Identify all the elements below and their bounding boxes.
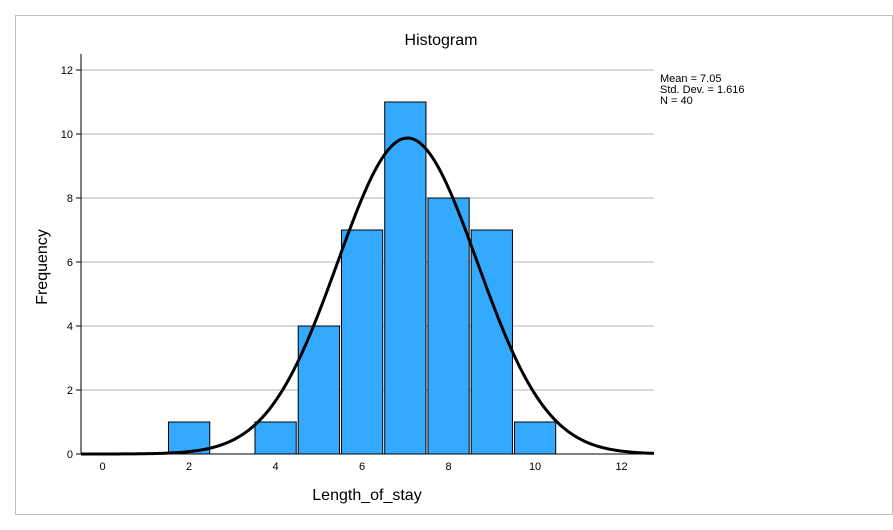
x-tick-label: 4 [273,461,279,473]
histogram-bar [297,325,340,455]
bars [167,101,557,455]
histogram-chart: 0 2 4 6 8 10 12 0 2 4 6 8 10 12 Histogram Length_of_s… [34,32,745,504]
histogram-bar [427,197,470,455]
chart-frame: 0 2 4 6 8 10 12 0 2 4 6 8 10 12 Histogram Length_of_s… [15,15,893,515]
x-tick-label: 8 [446,461,452,473]
y-tick-label: 6 [67,257,73,269]
x-tick-label: 0 [100,461,106,473]
normal-curve [81,136,655,456]
axes [80,54,654,455]
stat-n: N = 40 [660,95,693,107]
y-tick-label: 2 [67,385,73,397]
histogram-bar [340,229,384,455]
y-tick-label: 8 [67,193,73,205]
x-tick-label: 10 [529,461,541,473]
x-tick-label: 2 [186,461,192,473]
stat-mean: Mean = 7.05 [660,73,721,85]
histogram-bar [254,421,297,455]
chart-title: Histogram [405,32,478,49]
y-tick-label: 0 [67,449,73,461]
histogram-bar [384,101,427,455]
x-axis-label: Length_of_stay [312,487,421,504]
y-tick-label: 12 [61,65,73,77]
y-axis-label: Frequency [34,229,51,305]
tick-labels: 0 2 4 6 8 10 12 0 2 4 6 8 10 12 [61,65,628,473]
x-tick-label: 6 [359,461,365,473]
histogram-bar [513,421,557,455]
y-tick-label: 4 [67,321,73,333]
x-tick-label: 12 [615,461,627,473]
y-tick-label: 10 [61,129,73,141]
stat-std-dev: Std. Dev. = 1.616 [660,84,745,96]
